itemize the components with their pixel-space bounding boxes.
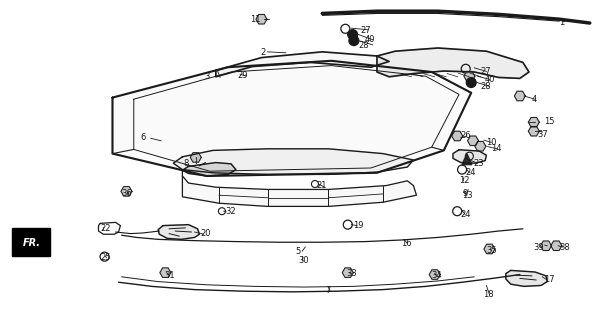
Text: 29: 29 (237, 71, 247, 80)
Circle shape (466, 77, 476, 88)
Text: 26: 26 (461, 132, 471, 140)
Polygon shape (158, 225, 199, 239)
Polygon shape (551, 241, 562, 251)
Text: 14: 14 (491, 144, 502, 153)
Text: 3: 3 (204, 72, 210, 81)
Text: 19: 19 (353, 221, 363, 230)
Circle shape (348, 29, 358, 40)
Polygon shape (468, 136, 478, 146)
Text: 40: 40 (365, 36, 375, 44)
FancyBboxPatch shape (12, 228, 50, 256)
Text: 22: 22 (100, 224, 111, 233)
Text: 30: 30 (298, 256, 308, 265)
Polygon shape (528, 117, 539, 127)
Polygon shape (462, 154, 472, 164)
Text: 11: 11 (250, 15, 260, 24)
Text: 7: 7 (325, 286, 331, 295)
Text: 38: 38 (559, 243, 570, 252)
Text: 16: 16 (401, 239, 412, 248)
Text: 8: 8 (183, 159, 188, 168)
Text: 2: 2 (260, 48, 266, 57)
Text: 1: 1 (559, 18, 565, 27)
Polygon shape (506, 270, 547, 286)
Text: 4: 4 (532, 95, 537, 104)
Polygon shape (182, 170, 416, 206)
Polygon shape (112, 61, 471, 176)
Polygon shape (160, 268, 171, 277)
Text: 17: 17 (544, 276, 554, 284)
Polygon shape (475, 141, 486, 151)
Text: 39: 39 (534, 243, 544, 252)
Text: FR.: FR. (23, 238, 41, 248)
Text: 15: 15 (544, 117, 554, 126)
Polygon shape (216, 52, 389, 77)
Text: 34: 34 (432, 271, 442, 280)
Polygon shape (121, 187, 132, 196)
Circle shape (349, 36, 359, 46)
Text: 28: 28 (359, 41, 369, 50)
Polygon shape (452, 131, 463, 141)
Text: 18: 18 (483, 290, 494, 299)
Polygon shape (464, 71, 475, 81)
Text: 24: 24 (461, 210, 471, 219)
Polygon shape (256, 14, 267, 24)
Polygon shape (514, 91, 525, 101)
Text: 27: 27 (361, 26, 371, 35)
Text: 21: 21 (316, 181, 326, 190)
Text: 25: 25 (100, 253, 111, 262)
Text: 9: 9 (462, 189, 468, 198)
Polygon shape (541, 241, 551, 251)
Text: 28: 28 (480, 82, 491, 91)
Polygon shape (528, 126, 539, 136)
Text: 37: 37 (537, 130, 548, 139)
Polygon shape (453, 150, 486, 163)
Polygon shape (429, 270, 440, 279)
Text: 24: 24 (465, 168, 475, 177)
Polygon shape (377, 48, 529, 78)
Text: 13: 13 (462, 191, 472, 200)
Text: 40: 40 (485, 75, 495, 84)
Polygon shape (182, 163, 236, 176)
Text: 20: 20 (201, 229, 211, 238)
Text: 36: 36 (122, 189, 133, 198)
Polygon shape (342, 268, 353, 277)
Text: 23: 23 (473, 159, 483, 168)
Text: 10: 10 (486, 138, 497, 147)
Text: 12: 12 (459, 176, 469, 185)
Polygon shape (484, 244, 495, 254)
Polygon shape (190, 153, 201, 162)
Polygon shape (173, 149, 413, 174)
Text: 35: 35 (486, 246, 497, 255)
Text: 6: 6 (140, 133, 146, 142)
Text: 5: 5 (295, 247, 300, 256)
Text: 27: 27 (480, 68, 491, 76)
Text: 32: 32 (225, 207, 235, 216)
Text: 33: 33 (347, 269, 358, 278)
Text: 31: 31 (164, 271, 174, 280)
